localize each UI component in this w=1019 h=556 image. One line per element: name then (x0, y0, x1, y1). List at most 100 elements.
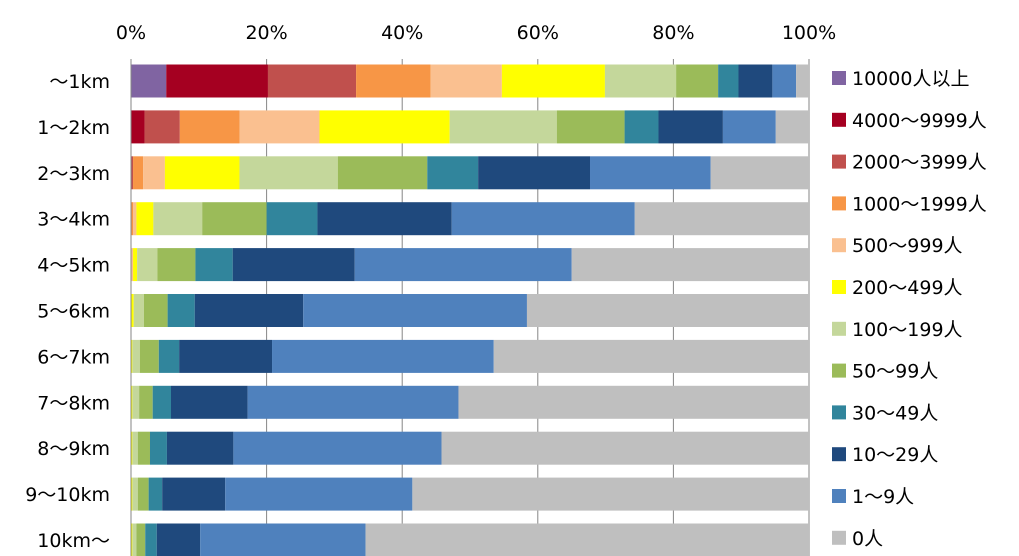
bar-row (131, 385, 809, 419)
legend-swatch (832, 405, 846, 420)
bar-segment (303, 294, 527, 327)
bar-segment (365, 523, 809, 556)
bar-segment (337, 156, 428, 190)
legend-item: 2000～3999人 (832, 152, 987, 174)
bar-segment (137, 248, 158, 282)
legend-item: 0人 (832, 528, 883, 550)
category-label: ～1km (49, 71, 110, 93)
legend-label: 2000～3999人 (852, 152, 987, 174)
bar-segment (166, 431, 234, 465)
bar-segment (233, 431, 442, 465)
bar-segment (133, 248, 138, 282)
bar-row (131, 431, 809, 465)
legend-item: 1000～1999人 (832, 193, 987, 215)
bar-segment (162, 477, 226, 511)
legend-label: 30～49人 (852, 402, 938, 424)
bar-segment (239, 156, 338, 190)
legend-swatch (832, 280, 846, 294)
legend-item: 1～9人 (832, 486, 914, 508)
bar-segment (590, 156, 711, 190)
legend-label: 100～199人 (852, 319, 963, 341)
bar-segment (272, 339, 494, 373)
category-label: 4～5km (37, 255, 110, 277)
bar-segment (158, 339, 180, 373)
bar-row (131, 523, 809, 556)
bar-segment (132, 477, 138, 511)
legend-item: 10000人以上 (832, 68, 969, 90)
x-tick-label: 20% (245, 22, 287, 44)
bar-segment (164, 156, 240, 190)
legend-swatch (832, 447, 846, 462)
bar-segment (153, 202, 203, 236)
bar-segment (430, 64, 502, 98)
bar-segment (131, 523, 133, 556)
bar-segment (354, 248, 572, 282)
bar-row (131, 339, 809, 373)
bar-segment (139, 385, 153, 419)
bar-segment (247, 385, 459, 419)
bar-row (131, 248, 809, 282)
legend-label: 10～29人 (852, 444, 938, 466)
legend-item: 30～49人 (832, 402, 938, 424)
bar-segment (195, 248, 233, 282)
legend-label: 200～499人 (852, 277, 963, 299)
category-label: 3～4km (37, 209, 110, 231)
bar-segment (266, 202, 318, 236)
legend-item: 4000～9999人 (832, 110, 987, 132)
bar-segment (658, 110, 723, 144)
x-tick-label: 40% (381, 22, 423, 44)
bar-segment (133, 202, 137, 236)
bar-segment (772, 64, 797, 98)
bar-segment (775, 110, 809, 144)
bar-segment (132, 385, 140, 419)
bar-segment (131, 431, 133, 465)
bars (131, 64, 809, 556)
bar-segment (132, 339, 140, 373)
legend-label: 50～99人 (852, 361, 938, 383)
bar-segment (131, 294, 134, 327)
x-tick-label: 80% (652, 22, 694, 44)
legend-label: 4000～9999人 (852, 110, 987, 132)
category-label: 7～8km (37, 392, 110, 414)
category-label: 6～7km (37, 346, 110, 368)
legend: 10000人以上 4000～9999人 2000～3999人 1000～1999人 50… (832, 68, 987, 550)
bar-segment (634, 202, 809, 236)
bar-row (131, 110, 809, 144)
legend-swatch (832, 238, 846, 253)
bar-segment (143, 156, 165, 190)
bar-segment (179, 110, 240, 144)
bar-segment (131, 248, 134, 282)
legend-swatch (832, 112, 846, 127)
bar-segment (131, 339, 133, 373)
category-label: 10km～ (37, 530, 110, 552)
bar-segment (132, 523, 137, 556)
bar-segment (738, 64, 773, 98)
bar-segment (478, 156, 591, 190)
bar-segment (239, 110, 320, 144)
legend-label: 10000人以上 (852, 68, 969, 90)
bar-segment (451, 202, 635, 236)
legend-swatch (832, 71, 846, 85)
bar-segment (501, 64, 605, 98)
bar-segment (166, 64, 268, 98)
bar-row (131, 156, 809, 190)
bar-segment (131, 477, 133, 511)
bar-segment (427, 156, 479, 190)
bar-segment (156, 523, 201, 556)
bar-segment (571, 248, 809, 282)
legend-swatch (832, 363, 846, 378)
bar-segment (133, 294, 144, 327)
bar-segment (136, 523, 146, 556)
legend-label: 500～999人 (852, 235, 963, 257)
bar-row (131, 294, 809, 327)
category-label: 9～10km (25, 484, 110, 506)
bar-segment (624, 110, 659, 144)
category-label: 8～9km (37, 438, 110, 460)
bar-segment (718, 64, 739, 98)
legend-swatch (832, 489, 846, 503)
y-axis-categories: ～1km 1～2km 2～3km 3～4km 4～5km 5～6km 6～7km 7～8km 8… (25, 71, 110, 552)
legend-swatch (832, 196, 846, 211)
legend-label: 0人 (852, 528, 883, 550)
x-tick-label: 60% (517, 22, 559, 44)
